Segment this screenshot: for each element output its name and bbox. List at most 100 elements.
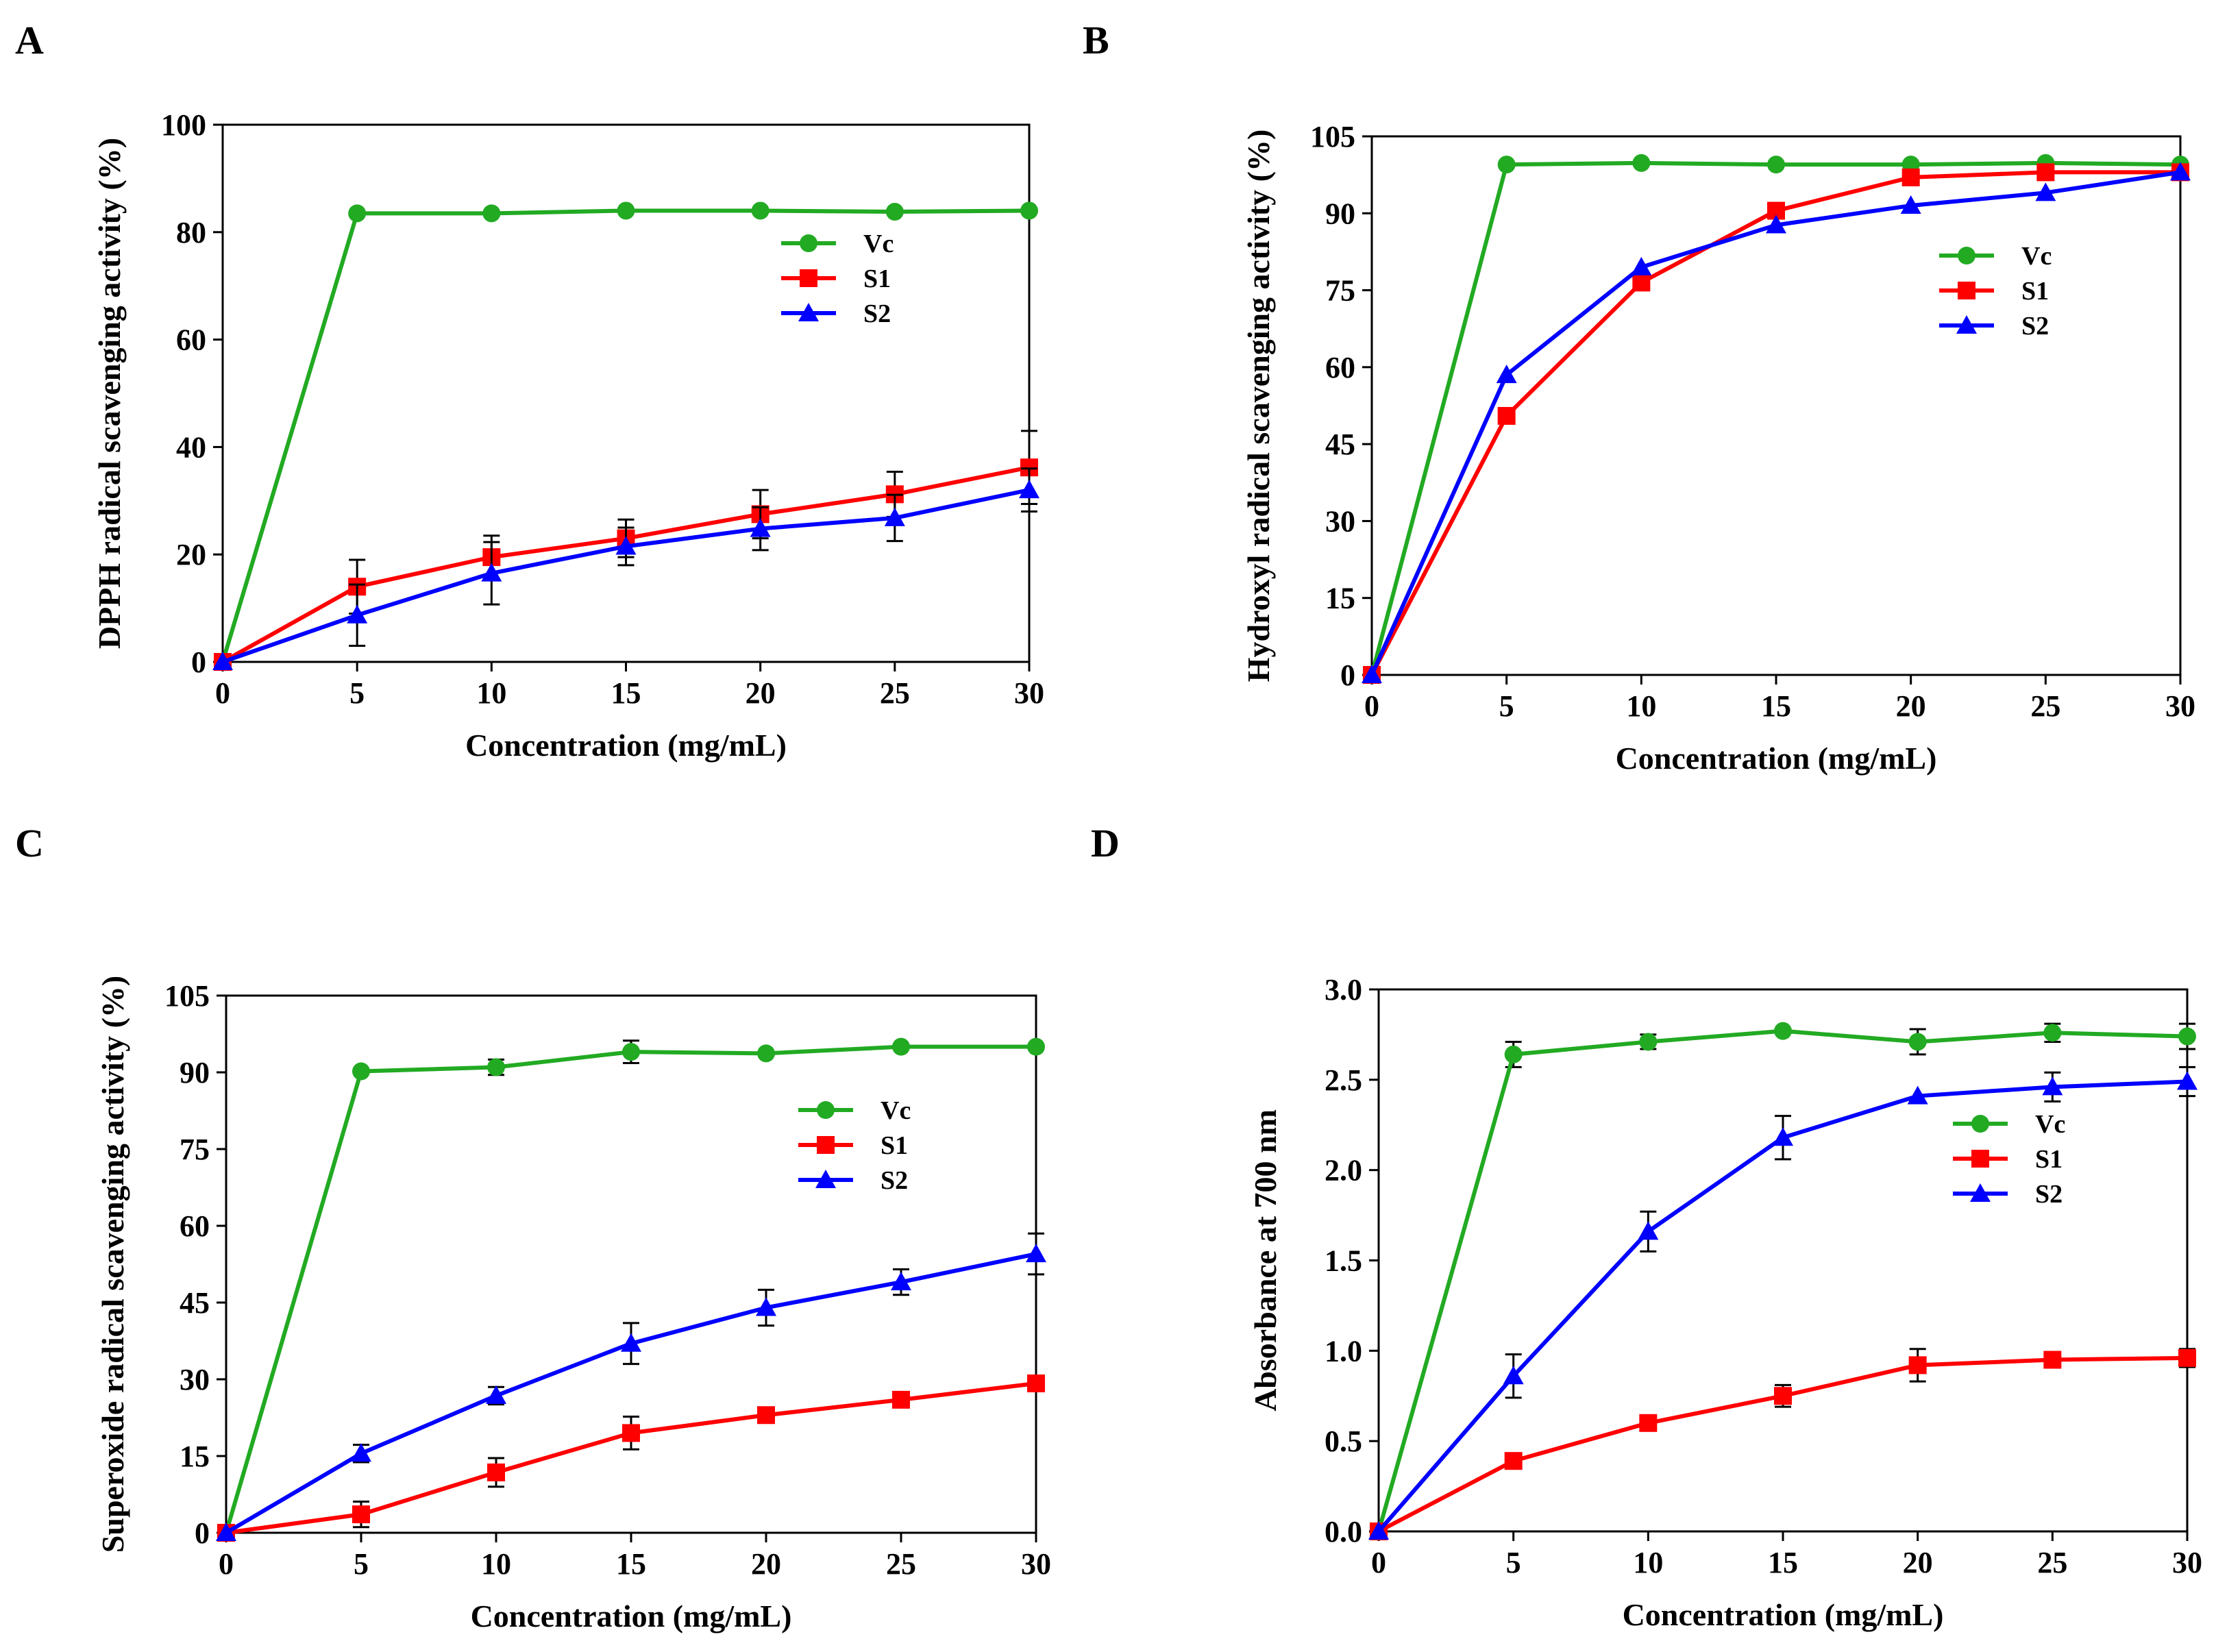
data-point-s2 xyxy=(884,507,905,526)
panel-c: C 0 5 10 15 20 25 30 0 15 30 45 60 75 90 105 Concentrati… xyxy=(15,821,1051,1633)
data-point-vc xyxy=(1027,1037,1045,1056)
series-line-s2 xyxy=(1370,170,2181,676)
plot-frame xyxy=(1377,988,2189,1533)
x-tick-label: 10 xyxy=(1626,689,1656,723)
x-tick-label: 15 xyxy=(1768,1546,1798,1579)
data-point-s2 xyxy=(1900,195,1921,214)
legend-marker-vc xyxy=(1971,1115,1989,1133)
legend-marker-vc xyxy=(817,1101,835,1119)
x-axis-title: Concentration (mg/mL) xyxy=(471,1599,792,1633)
legend-label-s1: S1 xyxy=(863,264,891,293)
x-tick-label: 0 xyxy=(215,676,230,710)
data-point-s2 xyxy=(486,1385,506,1404)
data-point-s1 xyxy=(1908,1356,1927,1374)
legend-label-s2: S2 xyxy=(881,1166,908,1195)
legend-marker-vc xyxy=(1958,247,1975,264)
legend-label-s2: S2 xyxy=(2035,1180,2063,1209)
data-point-s1 xyxy=(2043,1351,2062,1369)
x-tick-label: 20 xyxy=(751,1547,781,1581)
x-tick-label: 30 xyxy=(2172,1546,2202,1579)
y-tick-label: 100 xyxy=(161,108,206,142)
series-vc xyxy=(214,201,1038,671)
legend-label-s1: S1 xyxy=(2035,1145,2063,1174)
legend-label-s2: S2 xyxy=(863,299,891,328)
y-tick-label: 15 xyxy=(180,1440,210,1473)
y-tick-label: 75 xyxy=(180,1133,210,1166)
x-tick-label: 25 xyxy=(2037,1546,2067,1579)
x-tick-label: 30 xyxy=(1021,1547,1051,1581)
series-s2 xyxy=(216,1232,1046,1541)
y-axis-title: Hydroxyl radical scavenging activity (%) xyxy=(1241,130,1276,682)
series-s1 xyxy=(217,1374,1045,1542)
x-tick-label: 0 xyxy=(219,1547,234,1581)
legend-marker-s2 xyxy=(1956,315,1977,334)
y-tick-label: 30 xyxy=(1325,504,1355,538)
data-point-vc xyxy=(482,204,501,223)
panel-b: B 0 5 10 15 20 25 30 0 15 30 45 60 75 90 105 Concentrati… xyxy=(1083,18,2195,776)
data-point-s2 xyxy=(347,604,368,624)
x-tick-label: 25 xyxy=(2030,689,2060,723)
data-point-s2 xyxy=(1631,256,1652,275)
legend-marker-s1 xyxy=(1958,282,1975,299)
y-tick-label: 1.0 xyxy=(1325,1334,1362,1368)
y-tick-label: 60 xyxy=(180,1209,210,1243)
y-tick-label: 20 xyxy=(176,538,206,571)
y-tick-label: 0 xyxy=(191,645,206,679)
series-line-s1 xyxy=(1377,1355,2188,1533)
x-tick-label: 25 xyxy=(886,1547,916,1581)
data-point-vc xyxy=(1774,1022,1792,1040)
y-tick-label: 40 xyxy=(176,430,206,464)
legend-marker-s1 xyxy=(817,1136,835,1154)
data-point-s2 xyxy=(351,1443,371,1462)
data-point-vc xyxy=(1632,153,1651,172)
data-point-s2 xyxy=(2170,162,2191,181)
y-tick-label: 75 xyxy=(1325,274,1355,308)
data-point-vc xyxy=(1504,1045,1523,1063)
x-tick-label: 30 xyxy=(1014,676,1044,710)
legend-label-s1: S1 xyxy=(881,1131,908,1160)
x-tick-label: 20 xyxy=(1903,1546,1933,1579)
legend-marker-s2 xyxy=(1970,1183,1991,1202)
data-point-s1 xyxy=(1027,1374,1045,1392)
y-tick-label: 45 xyxy=(1325,428,1355,461)
y-tick-label: 0.0 xyxy=(1325,1515,1362,1549)
panel-letter-b: B xyxy=(1083,18,1109,62)
data-point-s2 xyxy=(1503,1366,1524,1385)
legend: Vc S1 S2 xyxy=(1939,242,2052,341)
series-vc xyxy=(1370,1022,2196,1540)
data-point-s1 xyxy=(1639,1414,1658,1432)
data-point-s2 xyxy=(2042,1076,2063,1096)
y-tick-label: 0.5 xyxy=(1325,1425,1362,1458)
data-point-s2 xyxy=(756,1297,776,1316)
x-axis-title: Concentration (mg/mL) xyxy=(465,728,787,763)
panel-d: D 0 5 10 15 20 25 30 0.0 0.5 1.0 1.5 2.0 2.5 3.0 Concen… xyxy=(1091,821,2202,1632)
y-tick-label: 3.0 xyxy=(1325,973,1362,1007)
x-tick-label: 5 xyxy=(349,676,365,710)
legend-label-vc: Vc xyxy=(881,1096,911,1125)
data-point-s2 xyxy=(1773,1127,1793,1146)
x-tick-label: 25 xyxy=(880,676,910,710)
y-tick-label: 2.0 xyxy=(1325,1154,1362,1187)
data-point-s2 xyxy=(2035,182,2056,201)
legend-marker-s2 xyxy=(798,303,819,321)
data-point-s2 xyxy=(891,1272,911,1291)
series-s2 xyxy=(212,467,1039,670)
data-point-s1 xyxy=(1504,1452,1523,1470)
data-point-s1 xyxy=(2036,163,2055,182)
x-axis-title: Concentration (mg/mL) xyxy=(1616,741,1937,776)
data-point-s2 xyxy=(2177,1071,2197,1090)
data-point-vc xyxy=(757,1044,775,1063)
y-axis-title: DPPH radical scavenging activity (%) xyxy=(92,138,127,649)
data-point-s1 xyxy=(622,1424,640,1442)
y-tick-label: 1.5 xyxy=(1325,1244,1362,1278)
data-point-s2 xyxy=(750,518,771,537)
panel-letter-a: A xyxy=(15,18,44,62)
data-point-s2 xyxy=(1907,1085,1928,1105)
x-tick-label: 10 xyxy=(1633,1546,1663,1579)
series-s1 xyxy=(1370,1348,2196,1540)
data-point-s2 xyxy=(1766,214,1786,234)
data-point-s1 xyxy=(2178,1348,2196,1367)
data-point-vc xyxy=(617,201,635,220)
y-tick-label: 45 xyxy=(180,1286,210,1320)
